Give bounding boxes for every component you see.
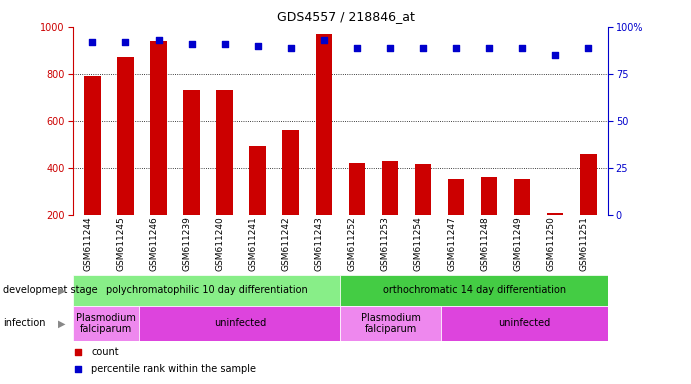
Text: orthochromatic 14 day differentiation: orthochromatic 14 day differentiation (383, 285, 566, 295)
Text: GSM611243: GSM611243 (315, 216, 324, 271)
Text: uninfected: uninfected (498, 318, 551, 328)
Bar (140, 306, 341, 341)
Text: GSM611252: GSM611252 (348, 216, 357, 271)
Point (285, 45, 296, 51)
Text: GSM611245: GSM611245 (117, 216, 126, 271)
Point (351, 45, 362, 51)
Text: GSM611242: GSM611242 (282, 216, 291, 271)
Text: GSM611246: GSM611246 (149, 216, 158, 271)
Point (583, 45, 594, 51)
Bar (341, 275, 608, 306)
Text: GSM611251: GSM611251 (579, 216, 588, 271)
Text: GSM611249: GSM611249 (513, 216, 522, 271)
Bar (448, 179, 464, 215)
Bar (514, 179, 531, 215)
Text: polychromatophilic 10 day differentiation: polychromatophilic 10 day differentiatio… (106, 285, 307, 295)
Point (319, 37, 330, 43)
Point (384, 45, 395, 51)
Point (73, 349, 84, 356)
Text: Plasmodium
falciparum: Plasmodium falciparum (361, 313, 420, 334)
Bar (316, 34, 332, 215)
Text: GSM611250: GSM611250 (546, 216, 555, 271)
Point (186, 41, 197, 47)
Bar (73, 275, 341, 306)
Bar (73, 306, 140, 341)
Bar (481, 177, 498, 215)
Bar (216, 90, 233, 215)
Point (549, 52, 560, 58)
Bar (441, 306, 608, 341)
Point (451, 45, 462, 51)
Text: GSM611247: GSM611247 (447, 216, 456, 271)
Point (120, 39, 131, 45)
Point (517, 45, 528, 51)
Bar (348, 163, 365, 215)
Text: GDS4557 / 218846_at: GDS4557 / 218846_at (276, 10, 415, 23)
Text: ▶: ▶ (58, 285, 66, 295)
Text: count: count (91, 347, 119, 358)
Point (417, 45, 428, 51)
Bar (84, 76, 101, 215)
Bar (580, 154, 596, 215)
Text: GSM611240: GSM611240 (216, 216, 225, 271)
Point (252, 43, 263, 49)
Point (73, 366, 84, 372)
Text: GSM611248: GSM611248 (480, 216, 489, 271)
Text: GSM611239: GSM611239 (182, 216, 191, 271)
Bar (150, 41, 167, 215)
Bar (283, 131, 299, 215)
Text: Plasmodium
falciparum: Plasmodium falciparum (76, 313, 136, 334)
Text: GSM611244: GSM611244 (84, 216, 93, 271)
Text: GSM611254: GSM611254 (414, 216, 423, 271)
Bar (547, 213, 563, 215)
Bar (341, 306, 441, 341)
Point (219, 41, 230, 47)
Bar (415, 164, 431, 215)
Bar (117, 58, 134, 215)
Text: development stage: development stage (3, 285, 98, 295)
Bar (183, 90, 200, 215)
Text: percentile rank within the sample: percentile rank within the sample (91, 364, 256, 374)
Bar (381, 161, 398, 215)
Point (484, 45, 495, 51)
Text: GSM611241: GSM611241 (249, 216, 258, 271)
Point (153, 37, 164, 43)
Point (87, 39, 98, 45)
Text: uninfected: uninfected (214, 318, 266, 328)
Text: GSM611253: GSM611253 (381, 216, 390, 271)
Text: ▶: ▶ (58, 318, 66, 328)
Text: infection: infection (3, 318, 46, 328)
Bar (249, 146, 266, 215)
